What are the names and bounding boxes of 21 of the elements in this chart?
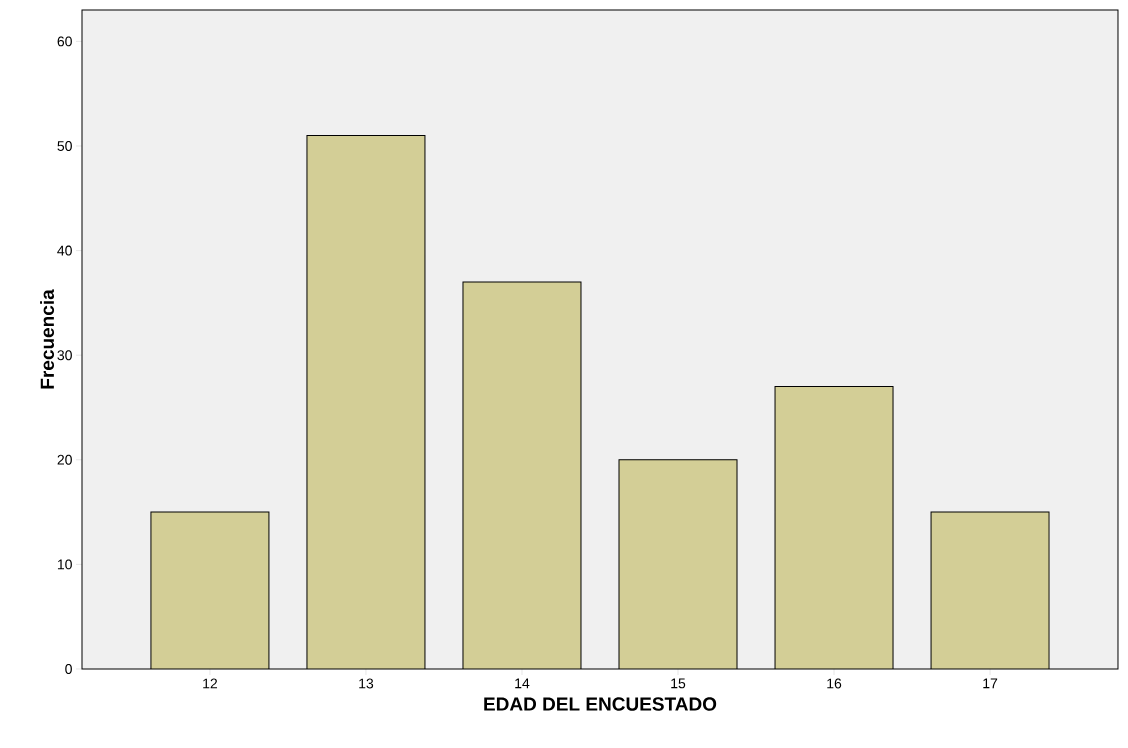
x-tick-label: 12 xyxy=(203,678,218,689)
y-axis-title: Frecuencia xyxy=(40,289,55,389)
y-tick-label: 50 xyxy=(57,141,72,151)
x-tick-label: 16 xyxy=(827,678,842,689)
x-axis-title: EDAD DEL ENCUESTADO xyxy=(484,697,717,711)
bar xyxy=(150,512,269,669)
bar xyxy=(618,459,738,669)
bar xyxy=(306,135,426,669)
bar xyxy=(774,386,894,669)
y-tick-label: 30 xyxy=(57,350,72,361)
y-tick-label: 20 xyxy=(57,454,72,465)
x-tick-label: 15 xyxy=(671,678,686,689)
x-tick-label: 13 xyxy=(359,678,374,689)
y-tick-label: 10 xyxy=(57,559,72,570)
bar xyxy=(462,281,582,669)
x-tick-label: 17 xyxy=(983,678,998,689)
x-tick-label: 14 xyxy=(515,678,530,689)
y-tick-label: 40 xyxy=(57,245,72,256)
bar xyxy=(930,511,1050,669)
y-tick-label: 60 xyxy=(57,36,72,47)
y-tick-label: 0 xyxy=(65,664,72,674)
